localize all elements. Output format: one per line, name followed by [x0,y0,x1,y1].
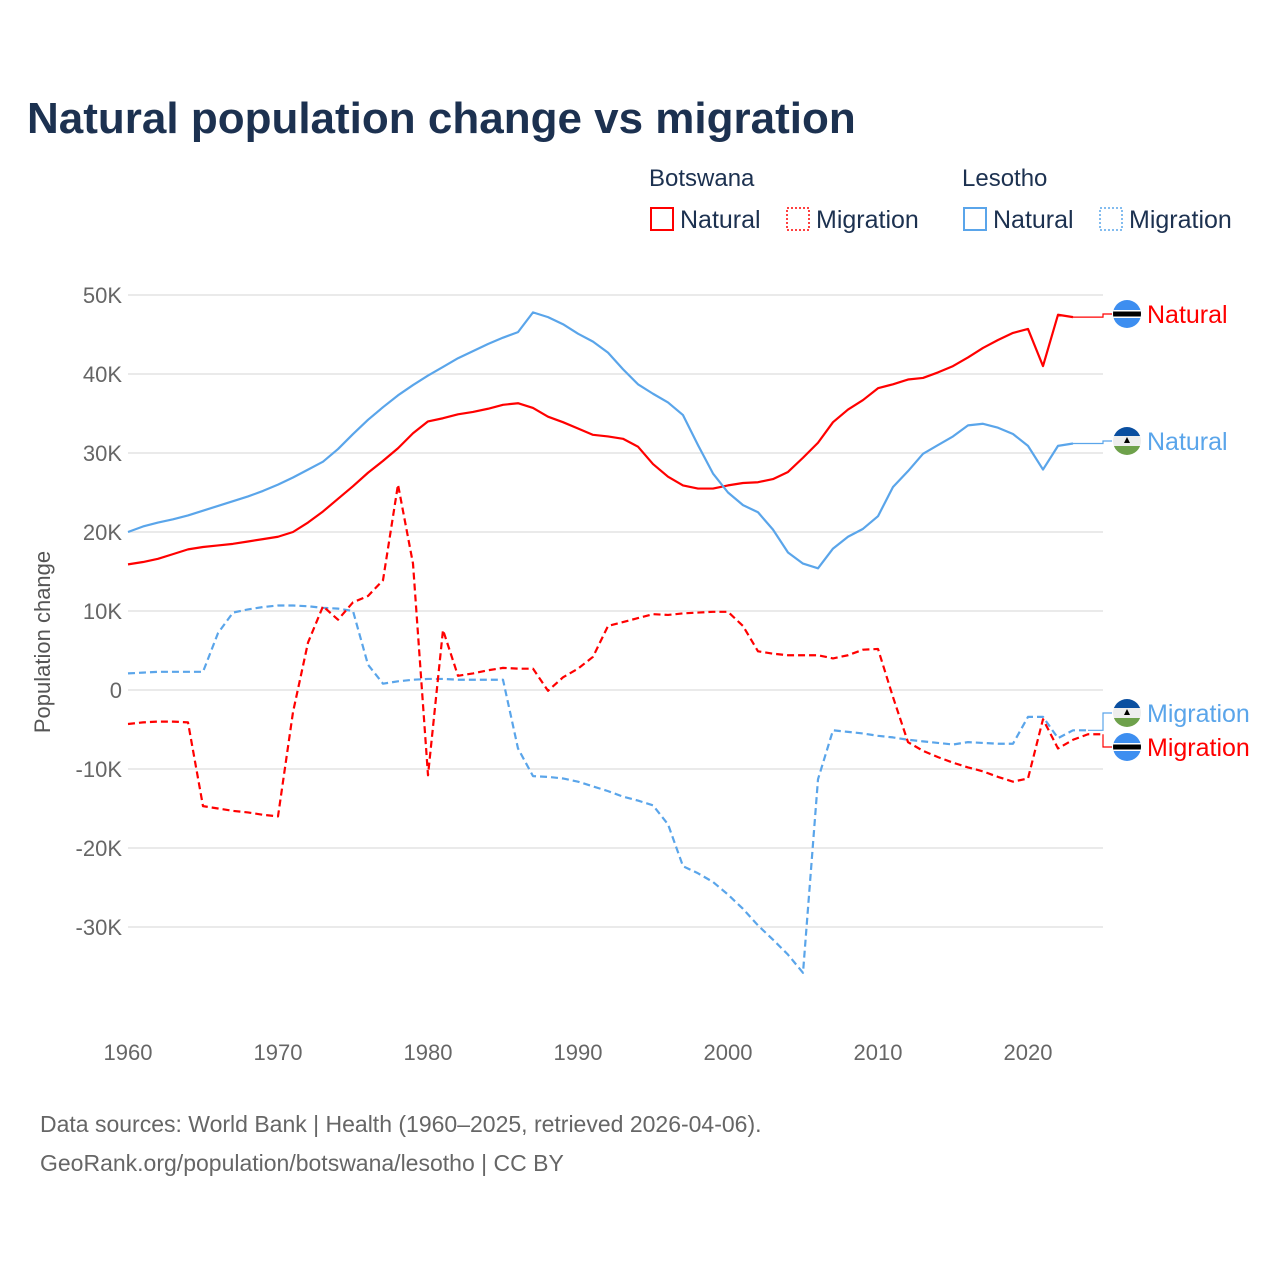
end-label-lesotho-migration: Migration [1147,700,1250,728]
legend-label-lesotho-migration[interactable]: Migration [1129,206,1232,234]
legend-group-botswana: Botswana [649,165,755,192]
y-tick-label: 0 [110,678,122,703]
end-labels: Natural Natural Migration Migration [1073,300,1250,762]
legend-swatch-botswana-natural[interactable] [650,207,674,231]
y-tick-label: 10K [83,599,122,624]
end-label-lesotho-natural: Natural [1147,428,1228,456]
y-tick-label: 20K [83,520,122,545]
leader-line [1088,712,1112,731]
leader-line [1073,313,1112,318]
leader-line [1073,440,1112,445]
botswana-flag-icon [1113,733,1141,761]
gridlines [128,294,1103,928]
series-lines [127,311,1103,974]
end-label-botswana-migration: Migration [1147,734,1250,762]
y-tick-label: 40K [83,362,122,387]
legend-group-lesotho: Lesotho [962,165,1047,192]
series-line-botswana-migration[interactable] [127,483,1103,818]
x-axis-ticks: 1960 1970 1980 1990 2000 2010 2020 [104,1040,1053,1065]
y-tick-label: -10K [76,757,123,782]
lesotho-flag-icon [1113,427,1141,455]
x-tick-label: 1970 [254,1040,303,1065]
end-label-botswana-natural: Natural [1147,301,1228,329]
footer-sources: Data sources: World Bank | Health (1960–… [40,1111,762,1137]
lesotho-flag-icon [1113,699,1141,727]
y-tick-label: -20K [76,836,123,861]
series-line-botswana-natural[interactable] [127,313,1074,566]
y-tick-label: 50K [83,283,122,308]
legend-label-botswana-migration[interactable]: Migration [816,206,919,234]
legend-label-botswana-natural[interactable]: Natural [680,206,761,234]
legend-label-lesotho-natural[interactable]: Natural [993,206,1074,234]
series-line-lesotho-migration[interactable] [127,604,1088,974]
chart-title: Natural population change vs migration [27,94,856,143]
x-tick-label: 2000 [704,1040,753,1065]
footer-link[interactable]: GeoRank.org/population/botswana/lesotho … [40,1150,564,1176]
y-tick-label: -30K [76,915,123,940]
series-line-lesotho-natural[interactable] [127,311,1074,570]
legend-swatch-lesotho-migration[interactable] [1099,207,1123,231]
x-tick-label: 2020 [1004,1040,1053,1065]
legend-swatch-botswana-migration[interactable] [786,207,810,231]
y-tick-label: 30K [83,441,122,466]
y-axis-ticks: 50K 40K 30K 20K 10K 0 -10K -20K -30K [76,283,123,940]
botswana-flag-icon [1113,300,1141,328]
x-tick-label: 2010 [854,1040,903,1065]
legend-swatch-lesotho-natural[interactable] [963,207,987,231]
leader-line [1102,734,1112,748]
x-tick-label: 1960 [104,1040,153,1065]
legend: Botswana Lesotho Natural Migration Natur… [649,165,1232,234]
x-tick-label: 1990 [554,1040,603,1065]
y-axis-label: Population change [30,551,55,733]
x-tick-label: 1980 [404,1040,453,1065]
